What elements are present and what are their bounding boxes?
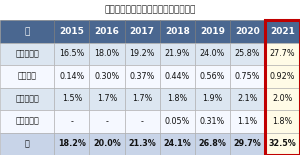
Text: 25.8%: 25.8% [235, 49, 260, 58]
Bar [195, 133, 230, 155]
Bar [89, 133, 124, 155]
Bar [160, 65, 195, 88]
Text: -: - [141, 117, 143, 126]
Text: 電子マネー: 電子マネー [15, 94, 39, 103]
Bar [124, 65, 160, 88]
Text: 0.75%: 0.75% [235, 72, 260, 81]
Bar [265, 65, 300, 88]
Bar [54, 110, 89, 133]
Bar [0, 20, 54, 43]
Bar [89, 43, 124, 65]
Bar [195, 43, 230, 65]
Text: 21.3%: 21.3% [128, 139, 156, 148]
Bar [160, 133, 195, 155]
Text: 26.8%: 26.8% [198, 139, 226, 148]
Text: 1.8%: 1.8% [272, 117, 292, 126]
Text: 2017: 2017 [130, 27, 154, 36]
Text: -: - [70, 117, 74, 126]
Text: 2016: 2016 [94, 27, 119, 36]
Text: 2.0%: 2.0% [272, 94, 292, 103]
Text: キャッシュレス決済比率の内訳の推移: キャッシュレス決済比率の内訳の推移 [104, 5, 196, 14]
Bar [230, 110, 265, 133]
Bar [265, 20, 300, 43]
Text: 2015: 2015 [59, 27, 84, 36]
Bar [89, 88, 124, 110]
Bar [230, 133, 265, 155]
Text: 2.1%: 2.1% [237, 94, 258, 103]
Bar [124, 43, 160, 65]
Bar [195, 88, 230, 110]
Bar [54, 43, 89, 65]
Text: 0.37%: 0.37% [129, 72, 155, 81]
Bar [124, 133, 160, 155]
Text: 27.7%: 27.7% [270, 49, 295, 58]
Bar [160, 88, 195, 110]
Bar [230, 20, 265, 43]
Text: 計: 計 [25, 139, 30, 148]
Text: 1.1%: 1.1% [237, 117, 257, 126]
Bar [160, 43, 195, 65]
Text: 19.2%: 19.2% [129, 49, 155, 58]
Text: 1.8%: 1.8% [167, 94, 187, 103]
Text: -: - [106, 117, 109, 126]
Text: 年: 年 [25, 27, 30, 36]
Bar [265, 110, 300, 133]
Bar [0, 65, 54, 88]
Text: 1.7%: 1.7% [132, 94, 152, 103]
Text: 32.5%: 32.5% [268, 139, 296, 148]
Bar [54, 133, 89, 155]
Text: 2019: 2019 [200, 27, 225, 36]
Text: 20.0%: 20.0% [93, 139, 121, 148]
Text: 0.14%: 0.14% [59, 72, 85, 81]
Bar [89, 110, 124, 133]
Bar [0, 133, 54, 155]
Bar [230, 88, 265, 110]
Text: 16.5%: 16.5% [59, 49, 85, 58]
Text: 0.30%: 0.30% [94, 72, 120, 81]
Text: 21.9%: 21.9% [164, 49, 190, 58]
Bar [54, 88, 89, 110]
Text: 1.5%: 1.5% [62, 94, 82, 103]
Bar [160, 110, 195, 133]
Bar [0, 88, 54, 110]
Bar [230, 43, 265, 65]
Text: 0.56%: 0.56% [200, 72, 225, 81]
Bar [265, 133, 300, 155]
Text: 0.31%: 0.31% [200, 117, 225, 126]
Bar [265, 20, 300, 155]
Text: 0.92%: 0.92% [270, 72, 295, 81]
Text: 24.0%: 24.0% [200, 49, 225, 58]
Bar [195, 110, 230, 133]
Bar [89, 20, 124, 43]
Bar [89, 65, 124, 88]
Bar [124, 88, 160, 110]
Bar [0, 43, 54, 65]
Bar [195, 65, 230, 88]
Text: コード決済: コード決済 [15, 117, 39, 126]
Text: デビット: デビット [18, 72, 37, 81]
Text: クレジット: クレジット [15, 49, 39, 58]
Bar [265, 88, 300, 110]
Bar [195, 20, 230, 43]
Text: 0.44%: 0.44% [165, 72, 190, 81]
Text: 24.1%: 24.1% [163, 139, 191, 148]
Text: 0.05%: 0.05% [164, 117, 190, 126]
Text: 29.7%: 29.7% [233, 139, 261, 148]
Text: 2018: 2018 [165, 27, 190, 36]
Bar [265, 43, 300, 65]
Bar [160, 20, 195, 43]
Text: 18.0%: 18.0% [94, 49, 120, 58]
Text: 2020: 2020 [235, 27, 260, 36]
Bar [54, 20, 89, 43]
Text: 18.2%: 18.2% [58, 139, 86, 148]
Text: 2021: 2021 [270, 27, 295, 36]
Bar [124, 20, 160, 43]
Text: 1.9%: 1.9% [202, 94, 223, 103]
Bar [124, 110, 160, 133]
Bar [0, 110, 54, 133]
Bar [230, 65, 265, 88]
Text: 1.7%: 1.7% [97, 94, 117, 103]
Bar [54, 65, 89, 88]
